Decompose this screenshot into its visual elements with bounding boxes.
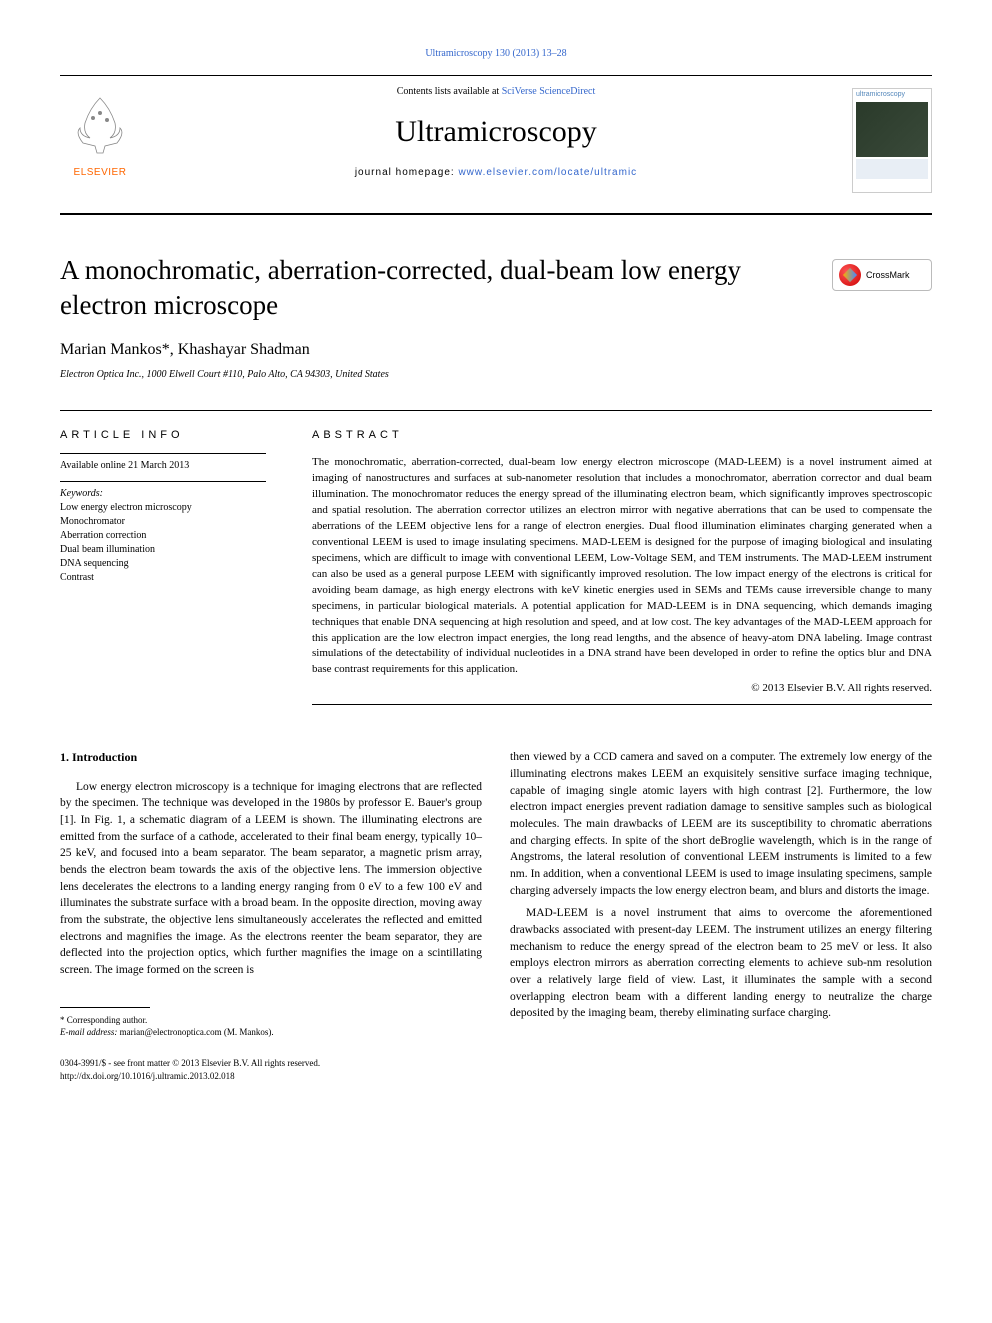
body-columns: 1. Introduction Low energy electron micr…	[60, 749, 932, 1082]
body-paragraph: MAD-LEEM is a novel instrument that aims…	[510, 905, 932, 1022]
crossmark-label: CrossMark	[866, 270, 910, 280]
body-paragraph: then viewed by a CCD camera and saved on…	[510, 749, 932, 899]
journal-header-box: ELSEVIER Contents lists available at Sci…	[60, 75, 932, 215]
contents-line: Contents lists available at SciVerse Sci…	[160, 86, 832, 97]
email-address: marian@electronoptica.com (M. Mankos).	[120, 1027, 274, 1037]
crossmark-badge[interactable]: CrossMark	[832, 259, 932, 291]
body-paragraph: Low energy electron microscopy is a tech…	[60, 779, 482, 979]
publisher-logo-block: ELSEVIER	[60, 88, 140, 178]
abstract-heading: ABSTRACT	[312, 429, 932, 441]
authors-text: Marian Mankos*, Khashayar Shadman	[60, 341, 310, 358]
page-container: Ultramicroscopy 130 (2013) 13–28 ELSEVIE…	[0, 0, 992, 1130]
email-footnote: E-mail address: marian@electronoptica.co…	[60, 1026, 482, 1039]
contents-prefix: Contents lists available at	[397, 86, 502, 97]
volume-issue-line: Ultramicroscopy 130 (2013) 13–28	[60, 48, 932, 59]
issn-copyright-footer: 0304-3991/$ - see front matter © 2013 El…	[60, 1057, 482, 1082]
keyword-item: DNA sequencing	[60, 557, 266, 571]
affiliation: Electron Optica Inc., 1000 Elwell Court …	[60, 369, 932, 380]
front-matter-line: 0304-3991/$ - see front matter © 2013 El…	[60, 1057, 482, 1070]
keyword-item: Aberration correction	[60, 529, 266, 543]
cover-thumb-footer	[856, 159, 928, 179]
section-heading: 1. Introduction	[60, 749, 482, 766]
cover-thumb-image	[856, 102, 928, 157]
elsevier-tree-icon	[65, 88, 135, 158]
journal-cover-thumb: ultramicroscopy	[852, 88, 932, 193]
article-info-sidebar: ARTICLE INFO Available online 21 March 2…	[60, 411, 290, 705]
volume-link[interactable]: Ultramicroscopy 130 (2013) 13–28	[425, 48, 566, 59]
crossmark-icon	[839, 264, 861, 286]
sciencedirect-link[interactable]: SciVerse ScienceDirect	[502, 86, 596, 97]
cover-thumb-label: ultramicroscopy	[853, 89, 931, 100]
body-column-right: then viewed by a CCD camera and saved on…	[510, 749, 932, 1082]
abstract-column: ABSTRACT The monochromatic, aberration-c…	[290, 411, 932, 705]
keyword-item: Monochromator	[60, 515, 266, 529]
article-title: A monochromatic, aberration-corrected, d…	[60, 253, 932, 323]
footnote-separator	[60, 1007, 150, 1008]
keyword-item: Contrast	[60, 571, 266, 585]
article-info-heading: ARTICLE INFO	[60, 429, 266, 441]
abstract-copyright: © 2013 Elsevier B.V. All rights reserved…	[312, 682, 932, 694]
author-list: Marian Mankos*, Khashayar Shadman	[60, 341, 932, 359]
publisher-label: ELSEVIER	[60, 167, 140, 178]
email-label: E-mail address:	[60, 1027, 117, 1037]
homepage-line: journal homepage: www.elsevier.com/locat…	[160, 167, 832, 178]
keyword-item: Dual beam illumination	[60, 543, 266, 557]
body-column-left: 1. Introduction Low energy electron micr…	[60, 749, 482, 1082]
keyword-item: Low energy electron microscopy	[60, 501, 266, 515]
journal-name: Ultramicroscopy	[160, 115, 832, 149]
homepage-link[interactable]: www.elsevier.com/locate/ultramic	[458, 167, 637, 178]
homepage-prefix: journal homepage:	[355, 167, 459, 178]
available-online-line: Available online 21 March 2013	[60, 460, 266, 471]
abstract-text: The monochromatic, aberration-corrected,…	[312, 455, 932, 678]
doi-line: http://dx.doi.org/10.1016/j.ultramic.201…	[60, 1070, 482, 1083]
keywords-label: Keywords:	[60, 488, 266, 499]
corresponding-author-footnote: * Corresponding author.	[60, 1014, 482, 1027]
